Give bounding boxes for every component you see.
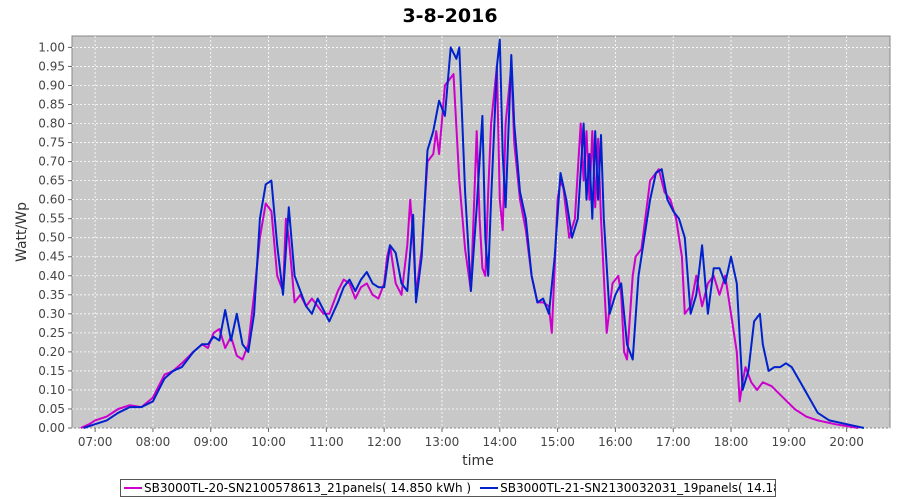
x-tick-label: 16:00 <box>598 435 633 449</box>
chart-title: 3-8-2016 <box>402 5 497 27</box>
y-tick-label: 0.00 <box>38 421 65 435</box>
x-tick-label: 17:00 <box>656 435 691 449</box>
series-line-2 <box>83 38 865 429</box>
y-tick-label: 0.75 <box>38 136 65 150</box>
legend-item-1: SB3000TL-20-SN2100578613_21panels( 14.85… <box>124 481 471 495</box>
x-tick-label: 09:00 <box>193 435 228 449</box>
x-tick-label: 20:00 <box>829 435 864 449</box>
y-tick-label: 0.10 <box>38 383 65 397</box>
x-tick-label: 15:00 <box>540 435 575 449</box>
y-tick-label: 0.70 <box>38 155 65 169</box>
y-tick-label: 0.30 <box>38 307 65 321</box>
y-tick-label: 1.00 <box>38 40 65 54</box>
y-tick-label: 0.15 <box>38 364 65 378</box>
legend-label-1: SB3000TL-20-SN2100578613_21panels( 14.85… <box>144 481 472 495</box>
series-lines <box>80 38 865 429</box>
y-tick-label: 0.80 <box>38 117 65 131</box>
x-tick-label: 07:00 <box>78 435 113 449</box>
x-tick-label: 11:00 <box>309 435 344 449</box>
x-tick-label: 14:00 <box>482 435 517 449</box>
x-tick-label: 18:00 <box>714 435 749 449</box>
y-tick-label: 0.35 <box>38 288 65 302</box>
x-tick-label: 10:00 <box>251 435 286 449</box>
legend-label-2: SB3000TL-21-SN2130032031_19panels( 14.18… <box>500 481 775 495</box>
y-tick-label: 0.40 <box>38 269 65 283</box>
legend: SB3000TL-20-SN2100578613_21panels( 14.85… <box>120 479 776 497</box>
y-tick-label: 0.95 <box>38 59 65 73</box>
x-axis: 07:00 08:00 09:00 10:00 11:00 12:00 13:00 14:00… <box>78 428 864 449</box>
y-tick-label: 0.55 <box>38 212 65 226</box>
x-tick-label: 12:00 <box>367 435 402 449</box>
x-tick-label: 08:00 <box>136 435 171 449</box>
y-tick-label: 0.50 <box>38 231 65 245</box>
y-axis-label: Watt/Wp <box>14 202 30 262</box>
y-axis: 0.00 0.05 0.10 0.15 0.20 0.25 0.30 0.35 0.40 0.45… <box>38 40 72 435</box>
y-tick-label: 0.65 <box>38 174 65 188</box>
legend-swatch-2 <box>480 487 499 489</box>
y-tick-label: 0.05 <box>38 402 65 416</box>
legend-item-2: SB3000TL-21-SN2130032031_19panels( 14.18… <box>480 481 775 495</box>
x-tick-label: 19:00 <box>772 435 807 449</box>
x-tick-label: 13:00 <box>425 435 460 449</box>
y-tick-label: 0.45 <box>38 250 65 264</box>
y-tick-label: 0.60 <box>38 193 65 207</box>
x-axis-label: time <box>462 453 494 469</box>
y-tick-label: 0.20 <box>38 345 65 359</box>
legend-swatch-1 <box>124 487 142 489</box>
y-tick-label: 0.25 <box>38 326 65 340</box>
y-tick-label: 0.85 <box>38 98 65 112</box>
y-tick-label: 0.90 <box>38 78 65 92</box>
